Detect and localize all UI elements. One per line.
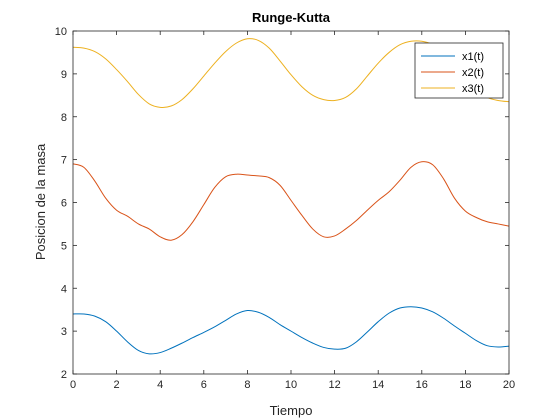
legend-items: x1(t) x2(t) x3(t) [421, 51, 484, 95]
x-tick-label: 16 [416, 379, 428, 391]
x-axis-label: Tiempo [270, 403, 313, 418]
x-tick-label: 8 [244, 379, 250, 391]
legend-label-1: x1(t) [462, 51, 484, 63]
x-tick-label: 14 [372, 379, 384, 391]
y-tick-label: 5 [61, 240, 67, 252]
chart-title: Runge-Kutta [252, 10, 331, 25]
y-tick-label: 4 [61, 283, 67, 295]
x-tick-label: 12 [328, 379, 340, 391]
x-tick-label: 0 [70, 379, 76, 391]
y-tick-label: 8 [61, 112, 67, 124]
y-tick-label: 10 [55, 26, 67, 38]
x-tick-label: 18 [459, 379, 471, 391]
x-tick-label: 10 [285, 379, 297, 391]
y-tick-label: 2 [61, 369, 67, 381]
x-tick-label: 6 [201, 379, 207, 391]
x-tick-label: 20 [503, 379, 515, 391]
y-tick-label: 9 [61, 69, 67, 81]
x-tick-label: 2 [114, 379, 120, 391]
x-tick-label: 4 [157, 379, 163, 391]
series-line-1 [72, 306, 510, 355]
legend-label-3: x3(t) [462, 83, 484, 95]
legend-label-2: x2(t) [462, 67, 484, 79]
plot-frame [72, 30, 510, 375]
y-axis-label: Posicion de la masa [33, 143, 48, 260]
y-tick-label: 3 [61, 326, 67, 338]
y-tick-label: 6 [61, 198, 67, 210]
legend: x1(t) x2(t) x3(t) [414, 42, 504, 99]
legend-box [414, 42, 504, 99]
series-line-2 [72, 161, 510, 241]
y-tick-label: 7 [61, 155, 67, 167]
